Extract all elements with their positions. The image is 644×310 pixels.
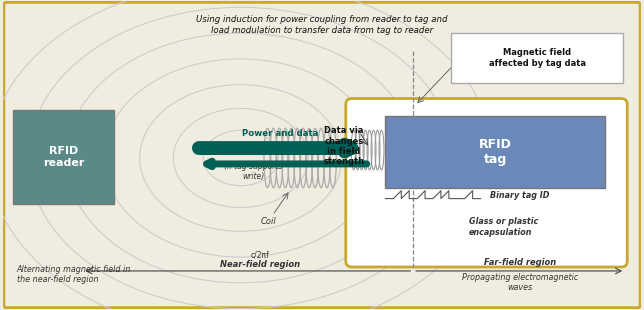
- Text: c/2πf: c/2πf: [251, 250, 270, 259]
- FancyBboxPatch shape: [451, 33, 623, 83]
- Text: (if tag supports
write): (if tag supports write): [224, 162, 283, 181]
- Text: Alternating magnetic field in
the near-field region: Alternating magnetic field in the near-f…: [17, 265, 131, 284]
- Text: Magnetic field
affected by tag data: Magnetic field affected by tag data: [489, 48, 585, 68]
- FancyBboxPatch shape: [4, 2, 640, 308]
- Text: RFID
reader: RFID reader: [43, 146, 84, 168]
- Text: Glass or plastic
encapsulation: Glass or plastic encapsulation: [469, 217, 538, 237]
- Text: Propagating electromagnetic
waves: Propagating electromagnetic waves: [462, 273, 578, 292]
- FancyBboxPatch shape: [385, 116, 605, 188]
- Text: Data via
changes
in field
strength: Data via changes in field strength: [323, 126, 365, 166]
- Text: Near-field region: Near-field region: [220, 260, 301, 269]
- Text: Coil: Coil: [261, 217, 276, 226]
- Text: Binary tag ID: Binary tag ID: [491, 191, 550, 200]
- Text: Using induction for power coupling from reader to tag and
load modulation to tra: Using induction for power coupling from …: [196, 15, 448, 35]
- FancyBboxPatch shape: [13, 110, 114, 204]
- Text: Power and data: Power and data: [242, 129, 319, 138]
- FancyBboxPatch shape: [346, 99, 627, 267]
- Text: Far-field region: Far-field region: [484, 258, 556, 267]
- Text: RFID
tag: RFID tag: [479, 138, 512, 166]
